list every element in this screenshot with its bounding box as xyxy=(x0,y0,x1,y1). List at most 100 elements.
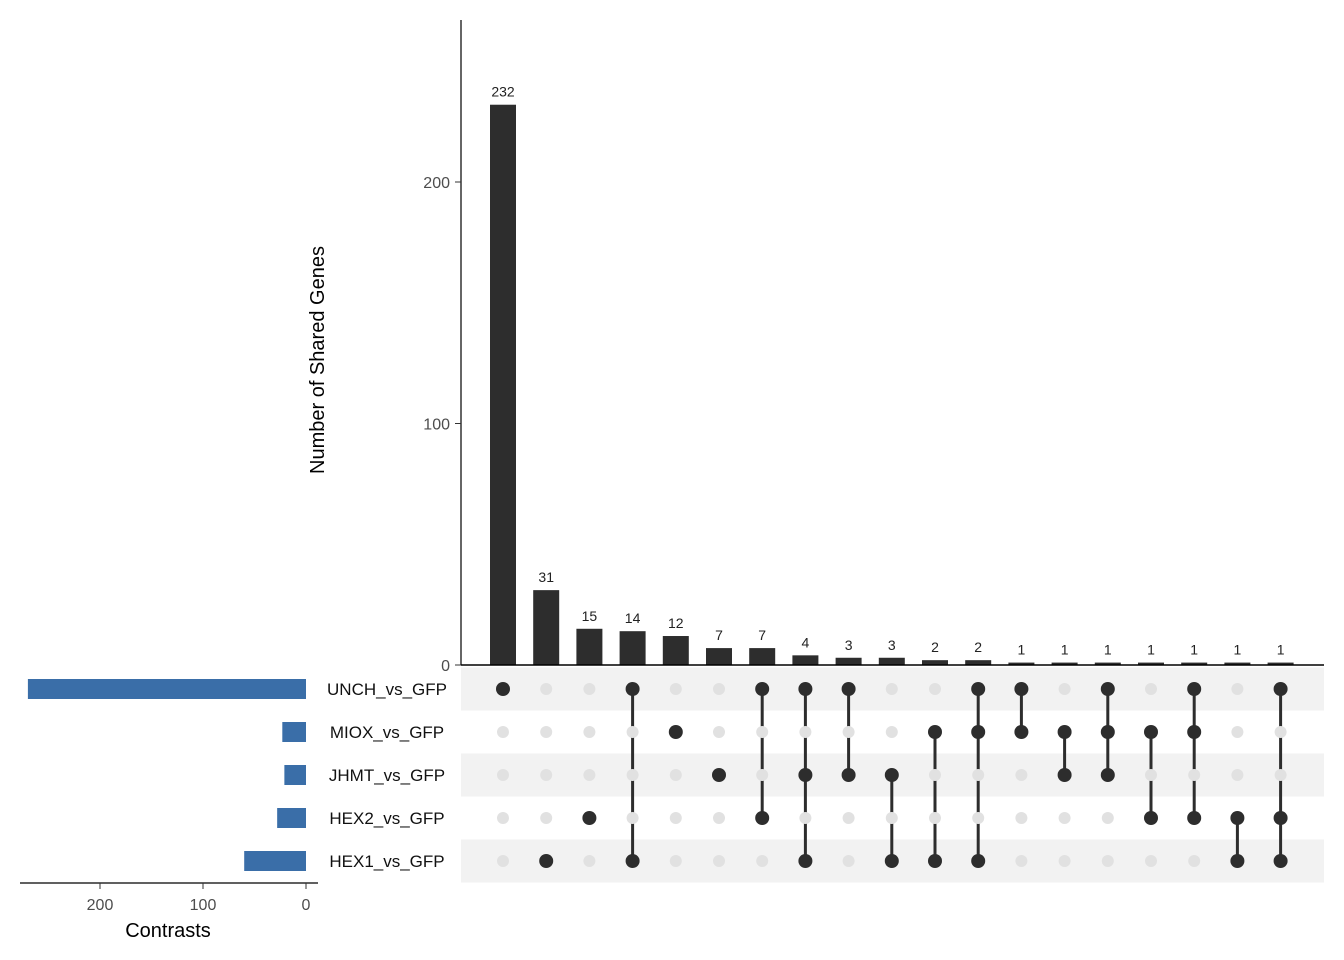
matrix-dot-active xyxy=(755,811,770,825)
matrix-dot-inactive xyxy=(713,683,725,695)
matrix-dot-inactive xyxy=(972,812,985,824)
matrix-dot-active xyxy=(798,854,813,868)
intersection-bar-label: 232 xyxy=(491,84,515,100)
matrix-dot-inactive xyxy=(756,769,769,781)
intersection-bar-label: 1 xyxy=(1104,642,1112,658)
matrix-dot-active xyxy=(712,768,726,782)
matrix-dot-active xyxy=(798,768,813,782)
matrix-dot-inactive xyxy=(540,726,553,738)
matrix-dot-inactive xyxy=(540,683,553,695)
intersection-bar-label: 15 xyxy=(582,608,598,624)
set-size-bar xyxy=(244,851,306,871)
matrix-dot-inactive xyxy=(929,683,941,695)
matrix-dot-active xyxy=(928,854,942,868)
set-size-tick-label: 100 xyxy=(190,897,217,914)
matrix-dot-inactive xyxy=(1145,855,1157,867)
y-tick-label: 200 xyxy=(423,175,450,192)
matrix-dot-inactive xyxy=(1274,726,1287,738)
matrix-dot-inactive xyxy=(583,683,596,695)
intersection-bar-label: 31 xyxy=(538,569,554,585)
matrix-dot-inactive xyxy=(1058,855,1071,867)
matrix-dot-inactive xyxy=(885,683,898,695)
matrix-dot-inactive xyxy=(583,855,596,867)
matrix-dot-inactive xyxy=(497,855,509,867)
matrix-dot-inactive xyxy=(713,855,725,867)
matrix-dot-active xyxy=(625,682,640,696)
matrix-dot-inactive xyxy=(842,726,855,738)
intersection-bars xyxy=(490,104,1294,666)
matrix-dot-inactive xyxy=(1058,812,1071,824)
intersection-bar-label: 7 xyxy=(758,627,766,643)
intersection-bar-label: 3 xyxy=(845,637,853,653)
intersection-bar xyxy=(490,104,516,666)
matrix-dot-active xyxy=(1100,768,1115,782)
set-size-bar xyxy=(282,722,306,742)
matrix-dot-active xyxy=(1014,682,1029,696)
matrix-dot-inactive xyxy=(1188,855,1201,867)
matrix-dot-inactive xyxy=(626,726,639,738)
intersection-bar-label: 3 xyxy=(888,637,896,653)
set-size-bar xyxy=(284,765,306,785)
intersection-bar-label: 12 xyxy=(668,615,684,631)
matrix-dot-active xyxy=(539,854,554,868)
matrix-dot-inactive xyxy=(1015,769,1028,781)
matrix-dot-inactive xyxy=(540,769,553,781)
intersection-bar xyxy=(749,648,776,665)
matrix-dot-inactive xyxy=(1145,769,1157,781)
matrix-dot-inactive xyxy=(497,769,509,781)
matrix-dot-inactive xyxy=(842,855,855,867)
matrix-dot-active xyxy=(884,854,899,868)
matrix-dot-inactive xyxy=(842,812,855,824)
intersection-bar xyxy=(1008,662,1035,665)
set-size-bar xyxy=(27,679,307,699)
set-size-axis: 200 100 0 xyxy=(20,882,318,914)
matrix-dot-active xyxy=(841,682,856,696)
matrix-dot-inactive xyxy=(972,769,985,781)
matrix-dot-inactive xyxy=(583,769,596,781)
matrix-dot-inactive xyxy=(713,812,725,824)
matrix-dot-inactive xyxy=(540,812,553,824)
set-label: UNCH_vs_GFP xyxy=(327,680,447,699)
matrix-dot-active xyxy=(1057,725,1072,739)
matrix-dot-active xyxy=(971,854,986,868)
matrix-dot-inactive xyxy=(497,812,509,824)
matrix-dot-active xyxy=(1100,725,1115,739)
matrix-dot-active xyxy=(1273,811,1288,825)
matrix-dot-inactive xyxy=(885,812,898,824)
intersection-bar xyxy=(835,657,862,665)
y-tick-label: 100 xyxy=(423,417,450,434)
matrix-dot-active xyxy=(1014,725,1029,739)
matrix-dot-inactive xyxy=(583,726,596,738)
matrix-dot-active xyxy=(971,725,986,739)
matrix-dot-active xyxy=(496,682,510,696)
matrix-dot-inactive xyxy=(929,812,941,824)
matrix-dot-inactive xyxy=(626,769,639,781)
intersection-bar-label: 1 xyxy=(1018,642,1026,658)
matrix-dot-inactive xyxy=(669,812,682,824)
set-label: HEX1_vs_GFP xyxy=(329,852,444,871)
matrix-dot-inactive xyxy=(799,812,812,824)
matrix-dot-inactive xyxy=(1058,683,1071,695)
matrix-dot-inactive xyxy=(1231,683,1244,695)
intersection-bar-label: 2 xyxy=(974,639,982,655)
matrix-dot-inactive xyxy=(669,769,682,781)
intersection-bar-label: 4 xyxy=(802,634,810,650)
intersection-bar xyxy=(1267,662,1294,665)
matrix-dot-active xyxy=(1273,682,1288,696)
set-size-tick-label: 200 xyxy=(87,897,114,914)
intersection-bar xyxy=(878,657,905,665)
intersection-bar-labels: 232 31 15 14 12 7 7 4 3 3 2 2 1 1 1 1 1 1 1 xyxy=(491,84,1284,658)
intersection-bar xyxy=(1094,662,1121,665)
intersection-bar xyxy=(533,590,560,665)
matrix-dot-inactive xyxy=(497,726,509,738)
y-axis: 0 100 200 xyxy=(423,20,1324,675)
intersection-bar xyxy=(1181,662,1208,665)
set-size-tick-label: 0 xyxy=(302,897,311,914)
intersection-matrix xyxy=(496,682,1288,868)
matrix-dot-active xyxy=(1273,854,1288,868)
matrix-dot-active xyxy=(1144,725,1158,739)
intersection-bar xyxy=(922,660,948,665)
set-size-bar xyxy=(277,808,306,828)
matrix-dot-inactive xyxy=(1188,769,1201,781)
